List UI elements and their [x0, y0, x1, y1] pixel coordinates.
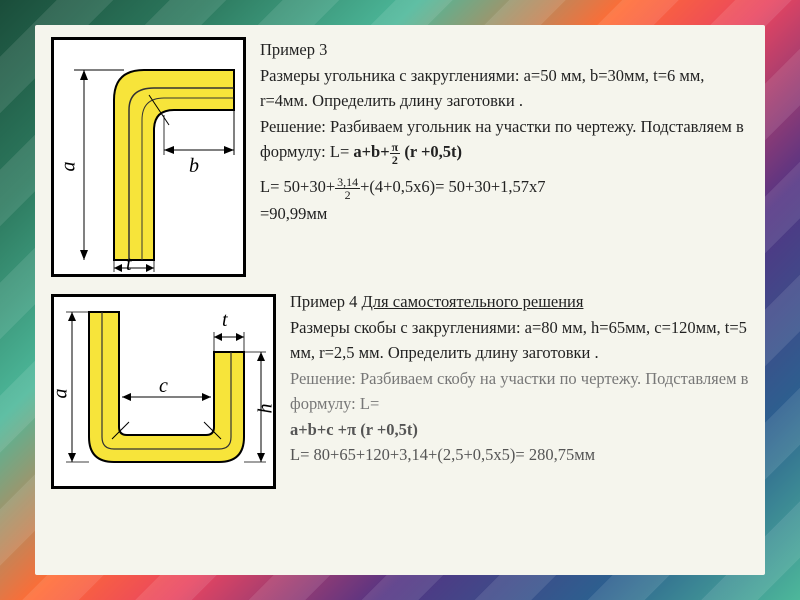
ex3-desc2: Решение: Разбиваем угольник на участки п… — [260, 114, 749, 166]
c1pre: L= 50+30+ — [260, 177, 335, 196]
label-a2: a — [50, 389, 73, 399]
ex4tp: Пример 4 — [290, 292, 362, 311]
content-panel: a b t Пример 3 Размеры угольника с закру… — [35, 25, 765, 575]
ex4tu: Для самостоятельного решения — [362, 292, 584, 311]
fb: 2 — [343, 189, 353, 201]
label-a: a — [58, 162, 81, 172]
ex3-formula: a+b+π2 (r +0,5t) — [353, 142, 462, 161]
example-4-row: a c t h Пример 4 Для самостоятельного ре… — [51, 289, 749, 489]
ex4d2: Решение: Разбиваем скобу на участки по ч… — [290, 369, 748, 414]
ex3-calc2: =90,99мм — [260, 201, 749, 227]
ex4-calc: L= 80+65+120+3,14+(2,5+0,5х5)= 280,75мм — [290, 442, 749, 468]
c1post: +(4+0,5х6)= 50+30+1,57х7 — [360, 177, 545, 196]
label-c: c — [159, 375, 168, 398]
two: 2 — [390, 154, 400, 166]
ex3-ft: (r +0,5t) — [400, 142, 462, 161]
ex3-desc1: Размеры угольника с закруглениями: а=50 … — [260, 63, 749, 114]
example-3-row: a b t Пример 3 Размеры угольника с закру… — [51, 37, 749, 277]
ex4-desc2: Решение: Разбиваем скобу на участки по ч… — [290, 366, 749, 417]
ex3-calc-line1: L= 50+30+3,142 +(4+0,5х6)= 50+30+1,57х7 — [260, 174, 749, 201]
ex3-desc2-text: Решение: Разбиваем угольник на участки п… — [260, 117, 744, 162]
ex3-fb: a+b+ — [353, 142, 389, 161]
ex3-title: Пример 3 — [260, 37, 749, 63]
ft: 3,14 — [335, 176, 360, 189]
ex4-title: Пример 4 Для самостоятельного решения — [290, 289, 749, 315]
label-b: b — [189, 155, 199, 178]
diagram-l-bracket: a b t — [51, 37, 246, 277]
label-h: h — [255, 404, 278, 414]
diagram-u-bracket: a c t h — [51, 294, 276, 489]
ex4-formula: a+b+c +π (r +0,5t) — [290, 417, 749, 443]
label-t2: t — [222, 309, 228, 332]
example4-text: Пример 4 Для самостоятельного решения Ра… — [290, 289, 749, 489]
example3-text: Пример 3 Размеры угольника с закругления… — [260, 37, 749, 277]
ex4-desc1: Размеры скобы с закруглениями: а=80 мм, … — [290, 315, 749, 366]
label-t: t — [126, 253, 132, 276]
